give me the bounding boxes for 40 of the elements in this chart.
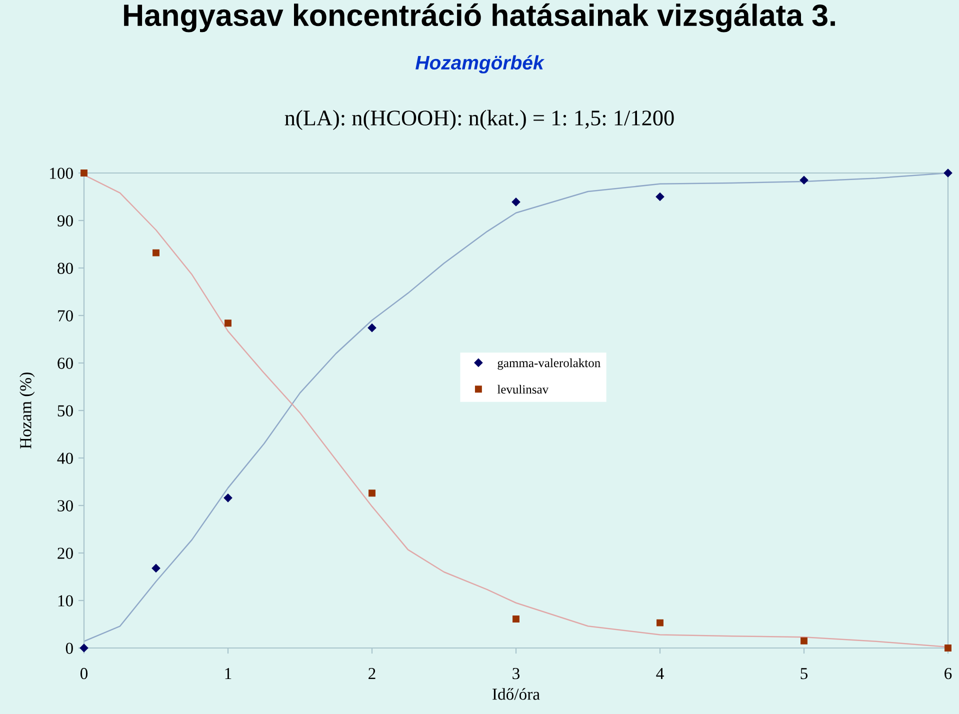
y-tick-label: 80 xyxy=(58,262,73,274)
point xyxy=(224,320,232,327)
chart-subtitle: Hozamgörbék xyxy=(416,55,545,74)
y-tick-label: 100 xyxy=(50,168,73,179)
point xyxy=(656,619,664,626)
y-tick-label: 50 xyxy=(58,405,73,416)
y-axis-title: Hozam (%) xyxy=(20,372,35,449)
point xyxy=(944,168,952,178)
point xyxy=(512,616,520,622)
y-tick-label: 20 xyxy=(58,548,73,559)
point xyxy=(368,490,376,497)
x-axis-title: Idő/óra xyxy=(492,688,540,700)
point xyxy=(224,494,232,502)
y-tick-label: 70 xyxy=(58,310,73,322)
x-tick-label: 3 xyxy=(512,668,520,680)
y-tick-label: 30 xyxy=(58,500,73,512)
x-tick-label: 4 xyxy=(656,668,664,680)
point xyxy=(944,644,952,652)
point xyxy=(512,198,520,206)
y-tick-label: 0 xyxy=(66,642,73,654)
point xyxy=(80,170,88,176)
chart-title: Hangyasav koncentráció hatásainak vizsgálata 3. xyxy=(124,3,835,32)
legend-label: levulinsav xyxy=(497,384,549,394)
point xyxy=(800,176,808,184)
point xyxy=(152,249,160,256)
point xyxy=(800,637,808,644)
point xyxy=(656,192,664,201)
y-tick-label: 90 xyxy=(57,215,73,226)
text: n(LA): n(HCOOH): n(kat.) = 1: 1,5: 1/1200 xyxy=(284,110,674,130)
x-tick-label: 0 xyxy=(80,668,88,680)
y-tick-label: 60 xyxy=(58,358,73,369)
x-tick-label: 6 xyxy=(944,668,952,680)
point xyxy=(152,564,160,572)
point xyxy=(368,324,376,332)
x-tick-label: 2 xyxy=(368,668,376,680)
x-tick-label: 1 xyxy=(225,668,232,680)
legend-label: gamma-valerolakton xyxy=(498,358,600,370)
y-tick-label: 40 xyxy=(57,452,73,464)
y-tick-label: 10 xyxy=(58,595,73,606)
x-tick-label: 5 xyxy=(800,668,808,680)
